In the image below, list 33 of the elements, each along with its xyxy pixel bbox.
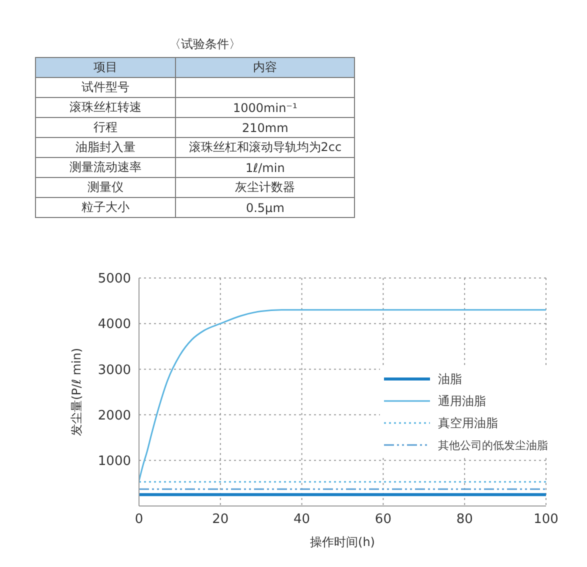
x-axis-title: 操作时间(h)	[310, 535, 375, 549]
x-tick-label: 20	[212, 512, 229, 528]
x-tick-label: 60	[374, 512, 392, 528]
x-tick-label: 80	[456, 512, 473, 528]
y-tick-label: 2000	[98, 408, 131, 424]
text: 行程	[36, 118, 176, 138]
text: 1000min⁻¹	[176, 98, 354, 118]
y-tick-label: 1000	[98, 454, 131, 470]
legend-label: 真空用油脂	[438, 414, 498, 432]
text: 1ℓ/min	[176, 158, 354, 178]
legend-label: 油脂	[438, 370, 462, 388]
legend-label: 其他公司的低发尘油脂	[438, 438, 548, 452]
text: 210mm	[176, 118, 354, 138]
text: 〈试验条件〉	[168, 36, 242, 53]
text: 测量流动速率	[36, 158, 176, 178]
y-tick-label: 4000	[98, 317, 131, 332]
x-tick-label: 100	[534, 512, 558, 528]
y-tick-label: 5000	[98, 272, 131, 287]
text: 油脂封入量	[36, 138, 176, 158]
text: 0.5μm	[176, 198, 354, 218]
text: 内容	[176, 58, 354, 78]
text: 灰尘计数器	[176, 178, 354, 198]
y-axis-title: 发尘量(P/ℓ min)	[69, 348, 84, 436]
text: 试件型号	[36, 78, 176, 98]
text: 项目	[36, 58, 176, 78]
text: 粒子大小	[36, 198, 176, 218]
text: 滚珠丝杠转速	[36, 98, 176, 118]
x-tick-label: 40	[294, 512, 310, 528]
text: 测量仪	[36, 178, 176, 198]
y-tick-label: 3000	[98, 362, 131, 378]
legend-label: 通用油脂	[438, 392, 486, 410]
text: 滚珠丝杠和滚动导轨均为2cc	[176, 138, 354, 158]
x-tick-label: 0	[134, 512, 144, 528]
